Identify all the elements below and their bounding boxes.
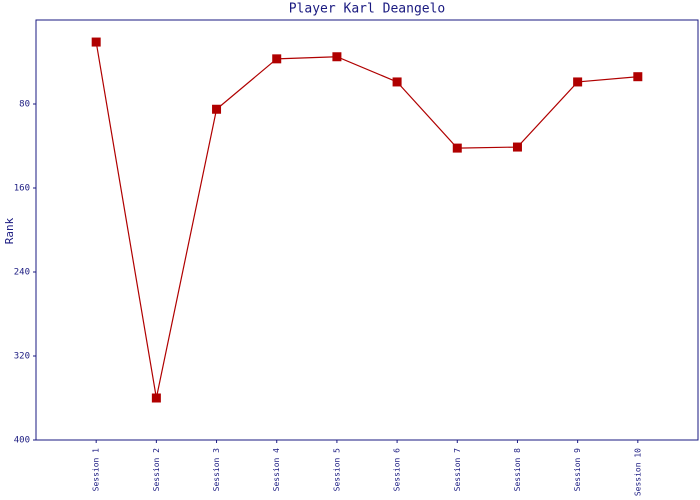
x-tick-label: Session 6 xyxy=(393,448,402,492)
point-marker xyxy=(573,77,583,87)
point-marker xyxy=(392,77,402,87)
x-tick-label: Session 8 xyxy=(513,448,522,492)
x-tick-label: Session 4 xyxy=(272,448,281,492)
point-marker xyxy=(332,52,342,62)
chart-title: Player Karl Deangelo xyxy=(289,2,446,17)
point-marker xyxy=(91,37,101,47)
series-line xyxy=(95,41,638,399)
y-tick-label: 320 xyxy=(14,352,30,362)
x-tick-label: Session 10 xyxy=(633,448,642,496)
point-marker xyxy=(151,393,161,403)
x-tick-label: Session 1 xyxy=(92,448,101,492)
point-marker xyxy=(212,104,222,114)
y-tick-label: 400 xyxy=(14,436,30,446)
x-tick-label: Session 9 xyxy=(573,448,582,492)
x-tick-label: Session 7 xyxy=(453,448,462,492)
y-axis-label: Rank xyxy=(3,217,16,244)
point-marker xyxy=(452,143,462,153)
y-tick-label: 240 xyxy=(14,268,30,278)
y-tick-label: 80 xyxy=(19,100,30,110)
point-marker xyxy=(272,54,282,64)
x-tick-label: Session 2 xyxy=(152,448,161,492)
point-marker xyxy=(512,142,522,152)
x-tick-label: Session 3 xyxy=(212,448,221,492)
plot-frame xyxy=(35,19,699,441)
point-marker xyxy=(633,72,643,82)
x-tick-label: Session 5 xyxy=(332,448,341,492)
y-tick-label: 160 xyxy=(14,184,30,194)
